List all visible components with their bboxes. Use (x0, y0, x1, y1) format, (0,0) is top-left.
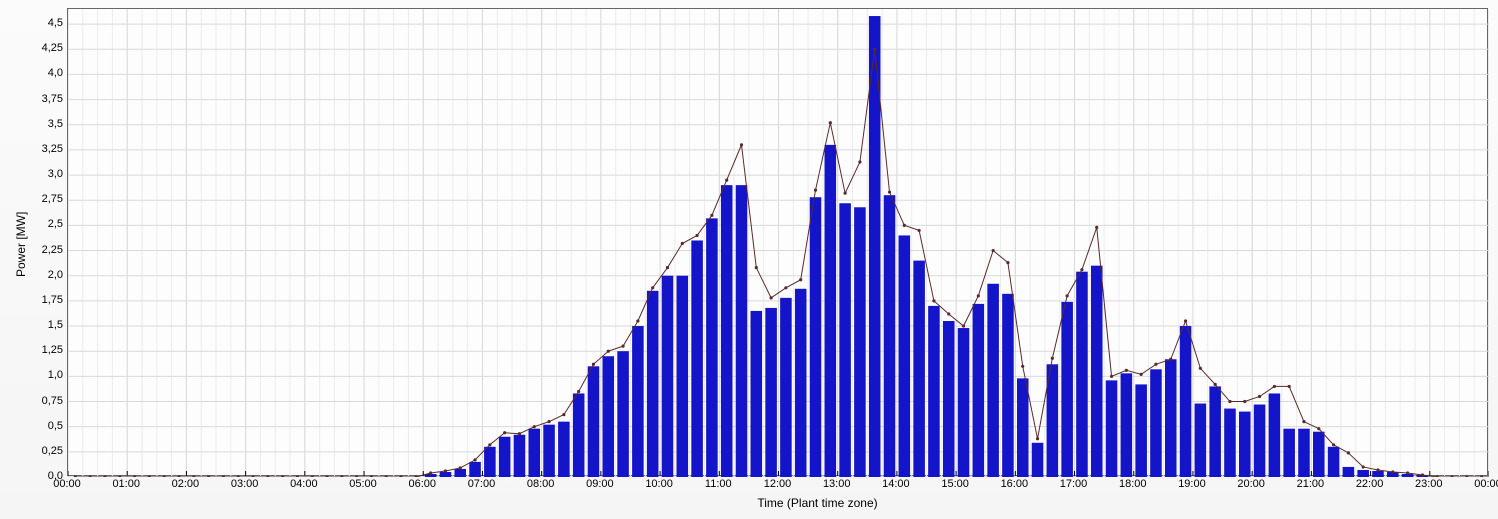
x-tick-label: 19:00 (1178, 478, 1206, 490)
y-tick-label: 3,75 (2, 93, 63, 105)
x-tick-label: 22:00 (1356, 478, 1384, 490)
y-tick-label: 4,25 (2, 42, 63, 54)
x-tick-label: 09:00 (586, 478, 614, 490)
y-tick-label: 0,75 (2, 395, 63, 407)
y-tick-label: 0,5 (2, 420, 63, 432)
x-tick-label: 00:00 (1474, 478, 1498, 490)
x-tick-label: 03:00 (231, 478, 259, 490)
y-tick-labels: 0,00,250,50,751,01,251,51,752,02,252,52,… (0, 0, 67, 519)
x-tick-label: 07:00 (468, 478, 496, 490)
x-tick-label: 05:00 (349, 478, 377, 490)
x-tick-label: 11:00 (705, 478, 732, 490)
x-tick-label: 21:00 (1297, 478, 1325, 490)
x-tick-label: 18:00 (1119, 478, 1147, 490)
y-tick-label: 0,25 (2, 445, 63, 457)
x-tick-label: 06:00 (408, 478, 436, 490)
x-tick-label: 13:00 (823, 478, 851, 490)
y-tick-label: 4,5 (2, 17, 63, 29)
x-tick-label: 08:00 (527, 478, 555, 490)
plot-area (67, 8, 1488, 476)
x-tick-label: 20:00 (1237, 478, 1265, 490)
y-tick-label: 2,0 (2, 269, 63, 281)
x-tick-label: 00:00 (53, 478, 81, 490)
x-tick-label: 23:00 (1415, 478, 1443, 490)
x-tick-label: 04:00 (290, 478, 318, 490)
y-tick-label: 1,5 (2, 319, 63, 331)
x-tick-label: 17:00 (1060, 478, 1088, 490)
x-tick-label: 01:00 (112, 478, 140, 490)
chart-svg (68, 9, 1489, 477)
chart-container: 0,00,250,50,751,01,251,51,752,02,252,52,… (0, 0, 1498, 519)
y-tick-label: 2,25 (2, 244, 63, 256)
y-tick-label: 1,25 (2, 344, 63, 356)
x-tick-label: 14:00 (882, 478, 910, 490)
x-tick-label: 12:00 (764, 478, 792, 490)
y-tick-label: 1,75 (2, 294, 63, 306)
y-tick-label: 3,0 (2, 168, 63, 180)
y-tick-label: 1,0 (2, 369, 63, 381)
y-tick-label: 3,5 (2, 118, 63, 130)
y-tick-label: 2,5 (2, 218, 63, 230)
x-tick-label: 02:00 (172, 478, 200, 490)
y-axis-label: Power [MW] (14, 212, 28, 277)
x-tick-label: 10:00 (645, 478, 673, 490)
x-tick-label: 16:00 (1001, 478, 1029, 490)
x-tick-label: 15:00 (941, 478, 969, 490)
y-tick-label: 4,0 (2, 67, 63, 79)
x-axis-label: Time (Plant time zone) (718, 496, 918, 510)
y-tick-label: 3,25 (2, 143, 63, 155)
y-tick-label: 2,75 (2, 193, 63, 205)
